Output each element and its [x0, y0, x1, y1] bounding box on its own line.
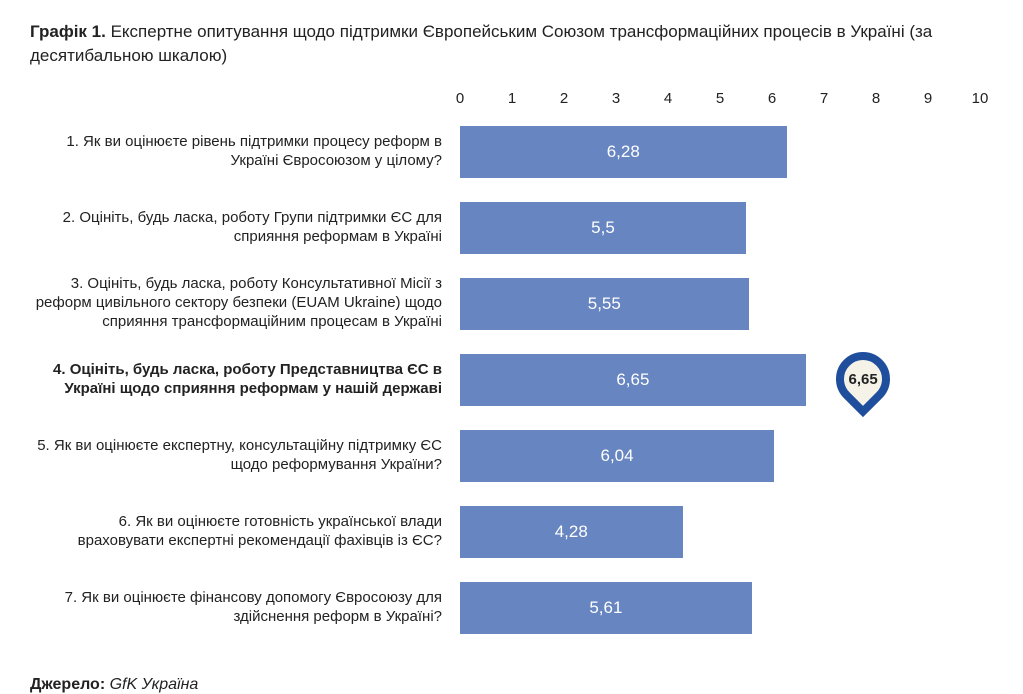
- axis-tick: 7: [820, 90, 828, 107]
- bar-fill: 6,65: [460, 354, 806, 406]
- axis-tick: 6: [768, 90, 776, 107]
- bar-fill: 5,61: [460, 582, 752, 634]
- bar-fill: 5,55: [460, 278, 749, 330]
- axis-tick: 8: [872, 90, 880, 107]
- bar-label: 1. Як ви оцінюєте рівень підтримки проце…: [30, 133, 460, 171]
- axis-tick: 10: [972, 90, 989, 107]
- callout-badge: 6,65: [825, 340, 901, 416]
- title-prefix: Графік 1.: [30, 22, 106, 41]
- bar-label: 4. Оцініть, будь ласка, роботу Представн…: [30, 361, 460, 399]
- axis-tick: 0: [456, 90, 464, 107]
- axis-tick: 4: [664, 90, 672, 107]
- axis-tick: 2: [560, 90, 568, 107]
- chart-title: Графік 1. Експертне опитування щодо підт…: [30, 20, 993, 68]
- axis-tick: 1: [508, 90, 516, 107]
- bar-label: 7. Як ви оцінюєте фінансову допомогу Євр…: [30, 589, 460, 627]
- source-value: GfK Україна: [110, 676, 199, 693]
- source-line: Джерело: GfK Україна: [30, 676, 993, 694]
- bars-area: 6,28 5,5 5,55 6,65 6,65 6,04 4,28 5,61: [460, 116, 993, 644]
- axis-tick: 5: [716, 90, 724, 107]
- callout-value: 6,65: [848, 370, 877, 387]
- bar-fill: 6,28: [460, 126, 787, 178]
- plot-column: 012345678910 6,285,55,556,656,656,044,28…: [460, 88, 993, 648]
- source-label: Джерело:: [30, 676, 110, 693]
- bar-label: 2. Оцініть, будь ласка, роботу Групи під…: [30, 209, 460, 247]
- chart: 1. Як ви оцінюєте рівень підтримки проце…: [30, 88, 993, 648]
- labels-column: 1. Як ви оцінюєте рівень підтримки проце…: [30, 88, 460, 648]
- x-axis: 012345678910: [460, 88, 993, 116]
- axis-tick: 9: [924, 90, 932, 107]
- bar-fill: 6,04: [460, 430, 774, 482]
- bar-label: 6. Як ви оцінюєте готовність української…: [30, 513, 460, 551]
- axis-tick: 3: [612, 90, 620, 107]
- title-text: Експертне опитування щодо підтримки Євро…: [30, 22, 932, 65]
- bar-label: 5. Як ви оцінюєте експертну, консультаці…: [30, 437, 460, 475]
- bar-fill: 4,28: [460, 506, 683, 558]
- bar-fill: 5,5: [460, 202, 746, 254]
- bar-label: 3. Оцініть, будь ласка, роботу Консульта…: [30, 275, 460, 331]
